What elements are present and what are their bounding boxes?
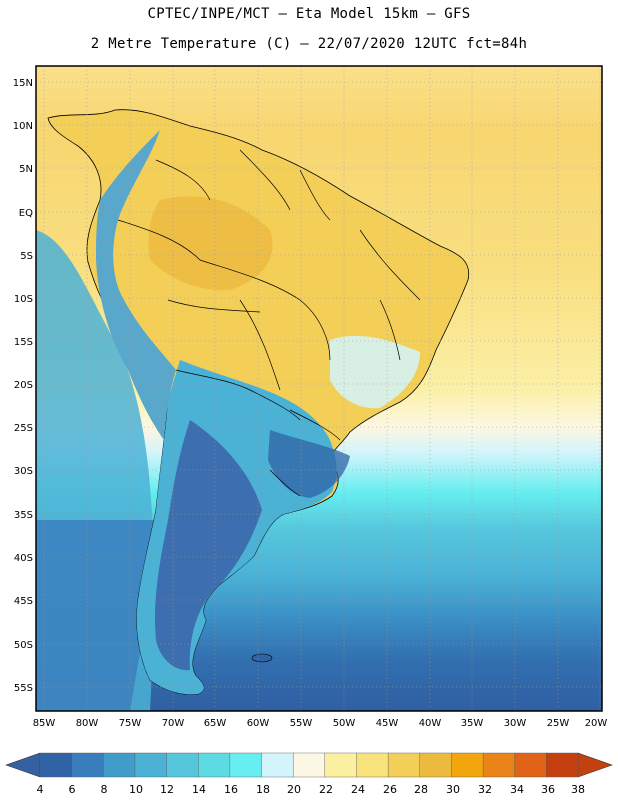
colorbar-label: 4 <box>37 783 44 796</box>
colorbar: 4 6 8 10 12 14 16 18 20 22 24 26 28 30 3… <box>5 752 613 796</box>
lon-label: 75W <box>119 718 142 729</box>
colorbar-swatch <box>546 752 579 778</box>
lat-label: 50S <box>14 640 33 651</box>
lat-label: 35S <box>14 510 33 521</box>
lat-label: 10S <box>14 294 33 305</box>
colorbar-swatch <box>482 752 516 778</box>
colorbar-label: 38 <box>571 783 585 796</box>
colorbar-swatch <box>419 752 452 778</box>
lat-label: 30S <box>14 466 33 477</box>
colorbar-swatch <box>261 752 294 778</box>
andes-cool-strip <box>96 130 176 440</box>
colorbar-swatch <box>103 752 136 778</box>
southeast-brazil-mild <box>330 335 420 409</box>
colorbar-swatch <box>324 752 357 778</box>
uruguay-cold-patch <box>268 430 350 498</box>
colorbar-label: 10 <box>129 783 143 796</box>
colorbar-swatch <box>356 752 389 778</box>
lon-label: 85W <box>33 718 56 729</box>
colorbar-label: 6 <box>69 783 76 796</box>
colorbar-high-arrow <box>577 752 613 778</box>
lat-label: 45S <box>14 596 33 607</box>
lat-label: 25S <box>14 423 33 434</box>
lat-label: EQ <box>19 208 33 219</box>
patagonia-cold <box>154 420 262 671</box>
colorbar-label: 30 <box>446 783 460 796</box>
lat-label: 15S <box>14 337 33 348</box>
colorbar-label: 18 <box>256 783 270 796</box>
amazon-hot-core <box>148 196 273 291</box>
colorbar-label: 26 <box>383 783 397 796</box>
colorbar-label: 32 <box>478 783 492 796</box>
colorbar-label: 22 <box>319 783 333 796</box>
colorbar-label: 24 <box>351 783 365 796</box>
colorbar-swatch <box>134 752 168 778</box>
lon-label: 55W <box>290 718 313 729</box>
falkland-islands <box>251 653 273 663</box>
colorbar-swatch <box>387 752 421 778</box>
colorbar-swatch <box>166 752 199 778</box>
lon-label: 60W <box>247 718 270 729</box>
map-frame <box>35 65 603 712</box>
colorbar-label: 20 <box>287 783 301 796</box>
lat-label: 40S <box>14 553 33 564</box>
chart-title-line2: 2 Metre Temperature (C) – 22/07/2020 12U… <box>90 36 528 52</box>
colorbar-label: 34 <box>510 783 524 796</box>
colorbar-label: 12 <box>160 783 174 796</box>
map-field <box>36 66 602 711</box>
lat-label: 15N <box>13 78 33 89</box>
lat-label: 5N <box>19 164 33 175</box>
colorbar-swatch <box>71 752 104 778</box>
lon-label: 65W <box>204 718 227 729</box>
lon-label: 70W <box>162 718 185 729</box>
colorbar-label: 14 <box>192 783 206 796</box>
colorbar-swatch <box>39 752 73 778</box>
lat-label: 20S <box>14 380 33 391</box>
south-pacific-cold-region <box>36 520 160 711</box>
lat-label: 5S <box>20 251 33 262</box>
lon-label: 35W <box>461 718 484 729</box>
colorbar-label: 36 <box>541 783 555 796</box>
lon-label: 40W <box>419 718 442 729</box>
colorbar-label: 16 <box>224 783 238 796</box>
longitude-labels: 85W 80W 75W 70W 65W 60W 55W 50W 45W 40W … <box>33 718 608 729</box>
lon-label: 30W <box>504 718 527 729</box>
colorbar-swatch <box>229 752 263 778</box>
lat-label: 10N <box>13 121 33 132</box>
lon-label: 25W <box>547 718 570 729</box>
colorbar-swatch <box>198 752 231 778</box>
colorbar-swatch <box>514 752 547 778</box>
country-borders <box>117 149 421 497</box>
latitude-labels: 15N 10N 5N EQ 5S 10S 15S 20S 25S 30S 35S… <box>13 78 33 694</box>
lon-label: 20W <box>585 718 608 729</box>
lat-label: 55S <box>14 683 33 694</box>
lon-label: 80W <box>76 718 99 729</box>
colorbar-low-arrow <box>5 752 41 778</box>
lon-label: 50W <box>333 718 356 729</box>
colorbar-label: 28 <box>414 783 428 796</box>
colorbar-label: 8 <box>101 783 108 796</box>
lon-label: 45W <box>376 718 399 729</box>
chart-title-line1: CPTEC/INPE/MCT – Eta Model 15km – GFS <box>147 6 471 22</box>
colorbar-swatch <box>451 752 484 778</box>
colorbar-swatch <box>292 752 326 778</box>
